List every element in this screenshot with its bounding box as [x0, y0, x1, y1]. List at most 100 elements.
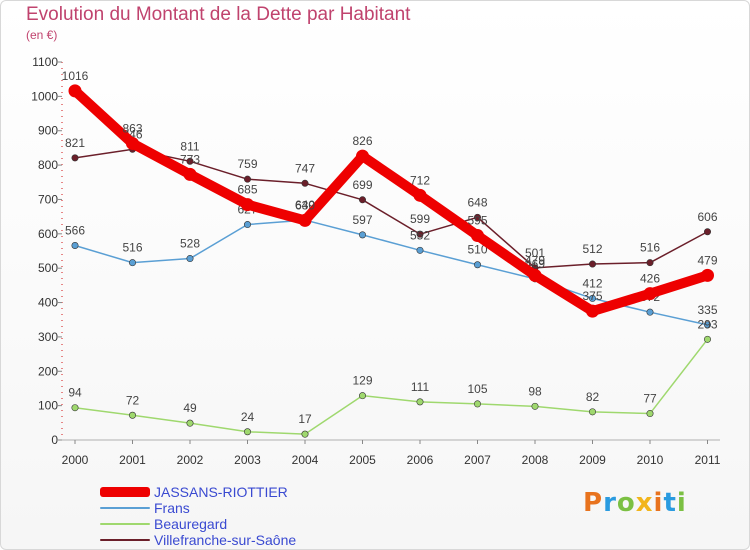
data-label: 699 — [352, 178, 372, 192]
data-point — [471, 229, 484, 243]
data-label: 501 — [525, 246, 545, 260]
x-tick-label: 2002 — [177, 453, 204, 467]
data-label: 773 — [180, 152, 200, 166]
x-tick-label: 2003 — [234, 453, 261, 467]
data-label: 1016 — [62, 69, 89, 83]
data-label: 759 — [237, 157, 257, 171]
data-label: 826 — [352, 134, 372, 148]
data-label: 77 — [643, 392, 657, 406]
data-label: 821 — [65, 136, 85, 150]
data-label: 639 — [295, 198, 315, 212]
data-point — [183, 167, 197, 181]
series-line-jassans-riottier — [70, 85, 713, 317]
data-point — [186, 419, 194, 427]
data-point — [413, 188, 427, 202]
data-label: 412 — [582, 276, 602, 290]
data-label: 72 — [126, 393, 140, 407]
y-tick-label: 200 — [38, 364, 58, 378]
data-point — [358, 231, 366, 239]
data-point — [416, 398, 424, 406]
data-point — [129, 411, 137, 419]
data-point — [646, 308, 654, 316]
data-point — [703, 321, 711, 329]
data-label: 712 — [410, 173, 430, 187]
data-point — [68, 84, 82, 98]
legend-swatch — [100, 507, 150, 509]
legend-swatch — [100, 487, 150, 497]
y-tick-label: 600 — [38, 227, 58, 241]
data-point — [244, 175, 252, 183]
data-point — [416, 246, 424, 254]
data-label: 94 — [68, 386, 82, 400]
data-label: 105 — [467, 382, 487, 396]
series-beauregard: 94 72 49 24 17 129 111 105 98 82 77 293 — [68, 317, 718, 438]
data-point — [126, 136, 139, 150]
legend-swatch — [100, 539, 150, 541]
data-label: 335 — [697, 303, 717, 317]
data-label: 293 — [697, 317, 717, 331]
data-label: 747 — [295, 161, 315, 175]
x-tick-label: 2000 — [62, 453, 89, 467]
data-label: 98 — [528, 384, 542, 398]
data-label: 811 — [180, 139, 199, 153]
data-point — [358, 196, 366, 204]
x-tick-label: 2009 — [579, 453, 606, 467]
legend-swatch — [100, 523, 150, 525]
data-point — [129, 259, 137, 267]
data-point — [643, 287, 657, 301]
legend-label: JASSANS-RIOTTIER — [154, 484, 288, 500]
y-tick-label: 400 — [38, 296, 58, 310]
y-tick-label: 300 — [38, 330, 58, 344]
data-label: 597 — [352, 213, 372, 227]
data-point — [298, 213, 312, 227]
x-tick-label: 2007 — [464, 453, 491, 467]
x-tick-label: 2010 — [637, 453, 664, 467]
data-label: 512 — [582, 242, 602, 256]
data-point — [473, 213, 481, 221]
data-label: 648 — [467, 195, 487, 209]
y-tick-label: 1000 — [31, 89, 58, 103]
legend-label: Frans — [154, 500, 190, 516]
data-point — [473, 261, 481, 269]
data-point — [416, 230, 424, 238]
x-tick-label: 2011 — [695, 453, 721, 467]
x-tick-label: 2008 — [522, 453, 549, 467]
y-tick-label: 1100 — [32, 55, 58, 69]
y-tick-label: 900 — [38, 124, 58, 138]
series-line-villefranche-sur-sa-ne — [74, 148, 709, 269]
data-label: 863 — [122, 121, 142, 135]
data-label: 479 — [697, 253, 717, 267]
chart-title: Evolution du Montant de la Dette par Hab… — [26, 4, 411, 25]
data-label: 129 — [352, 374, 372, 388]
axes: 0 100 200 300 400 500 600 700 800 900 1000 1100 2000… — [31, 55, 720, 467]
data-point — [701, 268, 714, 282]
data-label: 24 — [241, 410, 255, 424]
data-point — [531, 402, 539, 410]
data-point — [186, 255, 194, 263]
data-point — [71, 242, 79, 250]
y-tick-label: 100 — [38, 399, 58, 413]
data-label: 111 — [411, 380, 430, 394]
y-tick-label: 0 — [51, 433, 58, 447]
data-label: 426 — [640, 272, 660, 286]
data-point — [586, 304, 599, 318]
y-tick-label: 700 — [38, 192, 58, 206]
data-point — [244, 221, 252, 229]
data-point — [588, 260, 596, 268]
proxiti-logo: Proxiti — [583, 488, 687, 518]
data-point — [71, 404, 79, 412]
data-label: 516 — [640, 241, 660, 255]
data-point — [703, 335, 711, 343]
legend-label: Villefranche-sur-Saône — [154, 532, 297, 548]
data-label: 516 — [122, 241, 142, 255]
data-label: 595 — [467, 214, 487, 228]
y-tick-label: 800 — [38, 158, 58, 172]
x-tick-label: 2006 — [407, 453, 434, 467]
series-jassans-riottier: 1016 863 773 685 639 826 712 595 479 375 426 479 — [62, 69, 718, 318]
data-label: 510 — [467, 243, 487, 257]
data-label: 49 — [183, 401, 197, 415]
y-tick-label: 500 — [38, 261, 58, 275]
data-point — [528, 268, 542, 282]
